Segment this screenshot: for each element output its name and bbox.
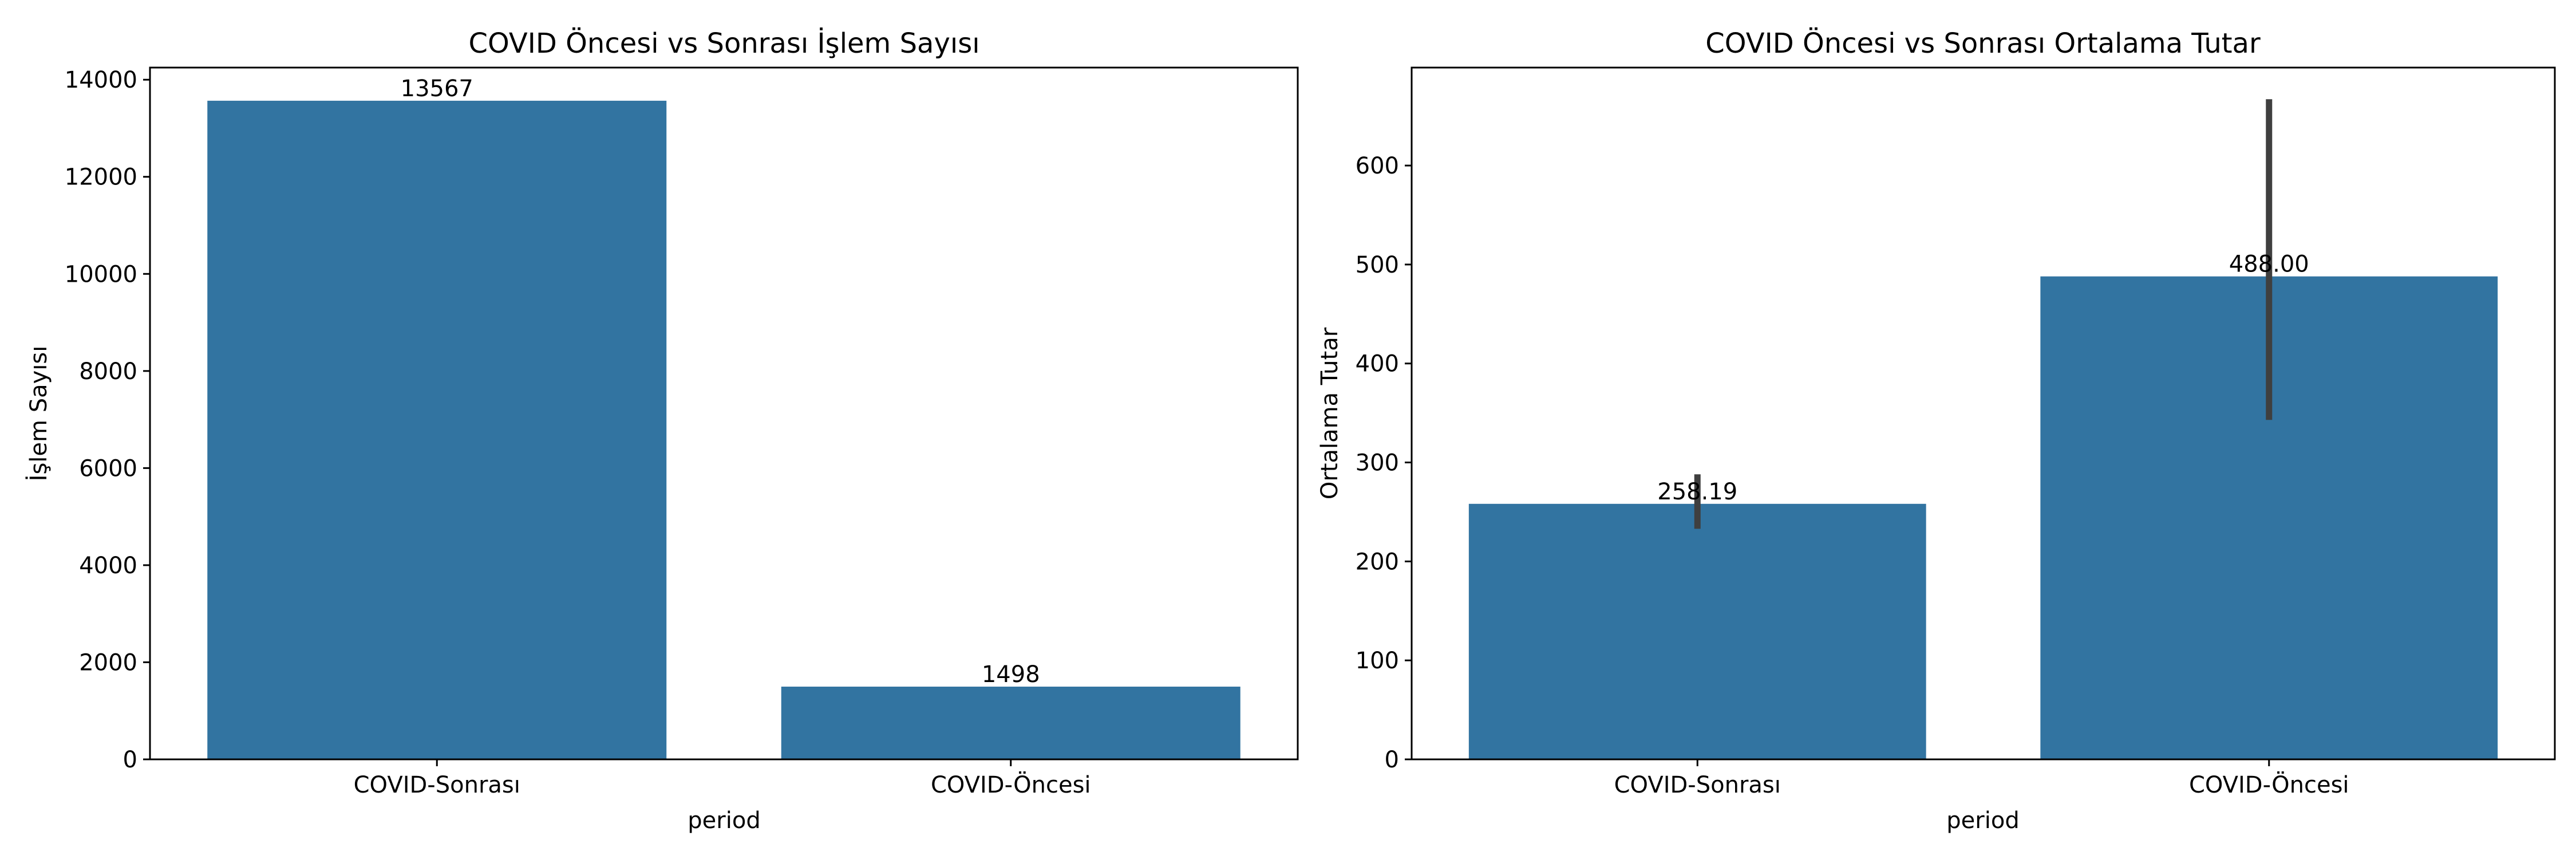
chart-right-error-bars	[1694, 99, 2273, 529]
left-y-tick-label-5: 10000	[65, 261, 137, 287]
left-y-tick-label-2: 4000	[79, 553, 137, 579]
left-y-tick-label-3: 6000	[79, 455, 137, 482]
chart-left-plot-frame	[149, 66, 1299, 761]
left-y-tick-label-0: 0	[123, 747, 137, 773]
chart-right-data-labels: 258.19 488.00	[1657, 251, 2309, 505]
right-y-tick-label-3: 300	[1356, 450, 1399, 476]
chart-right-x-axis-label: period	[1946, 807, 2019, 834]
chart-left-data-labels: 13567 1498	[401, 76, 1040, 688]
right-y-tick-label-2: 200	[1356, 549, 1399, 575]
right-y-tick-label-6: 600	[1356, 153, 1399, 179]
right-y-tick-label-1: 100	[1356, 648, 1399, 674]
chart-right-x-axis: COVID-Sonrası COVID-Öncesi	[1614, 759, 2349, 798]
left-data-label-1: 13567	[401, 76, 473, 102]
chart-right: COVID Öncesi vs Sonrası Ortalama Tutar 2…	[1317, 27, 2556, 834]
left-data-label-2: 1498	[982, 661, 1040, 688]
right-y-tick-label-5: 500	[1356, 252, 1399, 278]
left-bar-1	[207, 100, 667, 760]
chart-right-y-axis: 0 100 200 300 400 500 600	[1356, 153, 1412, 773]
right-bar-1	[1468, 503, 1926, 759]
right-data-label-2: 488.00	[2229, 251, 2309, 278]
right-y-tick-label-0: 0	[1385, 747, 1399, 773]
left-bar-2	[781, 687, 1240, 759]
chart-right-title: COVID Öncesi vs Sonrası Ortalama Tutar	[1705, 27, 2261, 60]
right-y-tick-label-4: 400	[1356, 351, 1399, 377]
chart-left-y-axis: 0 2000 4000 6000 8000 10000 12000 14000	[65, 67, 150, 773]
chart-right-y-axis-label: Ortalama Tutar	[1317, 327, 1343, 499]
chart-left-x-axis-label: period	[688, 807, 760, 834]
left-x-tick-label-1: COVID-Sonrası	[354, 772, 520, 798]
chart-left-y-axis-label: İşlem Sayısı	[25, 346, 52, 482]
right-data-label-1: 258.19	[1657, 479, 1737, 505]
left-y-tick-label-6: 12000	[65, 164, 137, 191]
right-x-tick-label-1: COVID-Sonrası	[1614, 772, 1781, 798]
chart-right-plot-frame	[1411, 66, 2556, 761]
chart-left: COVID Öncesi vs Sonrası İşlem Sayısı 135…	[25, 27, 1299, 834]
chart-left-x-axis: COVID-Sonrası COVID-Öncesi	[354, 759, 1091, 798]
right-x-tick-label-2: COVID-Öncesi	[2189, 771, 2349, 798]
left-y-tick-label-4: 8000	[79, 358, 137, 385]
left-y-tick-label-1: 2000	[79, 649, 137, 676]
chart-left-title: COVID Öncesi vs Sonrası İşlem Sayısı	[468, 27, 979, 60]
left-x-tick-label-2: COVID-Öncesi	[931, 771, 1091, 798]
chart-left-bars	[207, 100, 1240, 760]
left-y-tick-label-7: 14000	[65, 67, 137, 93]
